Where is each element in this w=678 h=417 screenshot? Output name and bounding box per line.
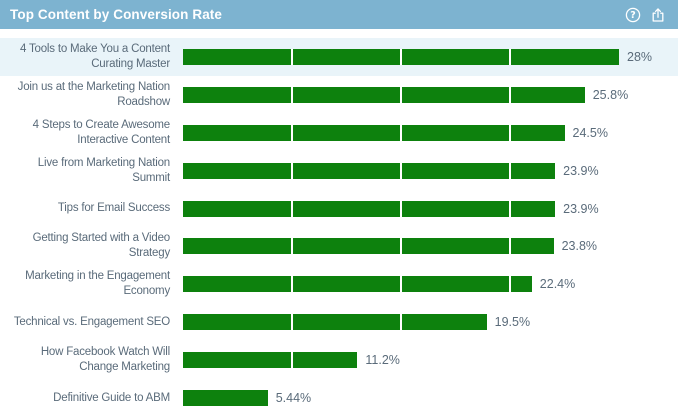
chart-row: How Facebook Watch Will Change Marketing… [0,341,678,379]
svg-text:?: ? [630,10,636,21]
bar-gridline [400,314,402,331]
bar[interactable] [183,390,268,407]
bar-gridline [509,86,511,103]
bar-gridline [509,48,511,65]
bar-track: 23.8% [183,238,678,255]
bar[interactable] [183,200,556,217]
category-label: Technical vs. Engagement SEO [13,315,170,328]
bar[interactable] [183,48,619,65]
value-label: 22.4% [539,277,576,292]
chart-row: Technical vs. Engagement SEO 19.5% [0,303,678,341]
bar-track: 5.44% [183,390,678,407]
header-icons: ? [625,7,666,23]
chart-row: 4 Steps to Create Awesome Interactive Co… [0,114,678,152]
category-label: Marketing in the Engagement Economy [25,270,170,298]
widget-title: Top Content by Conversion Rate [10,7,223,22]
value-label: 5.44% [275,391,312,406]
chart-row: Live from Marketing Nation Summit 23.9% [0,152,678,190]
chart-row: Marketing in the Engagement Economy 22.4… [0,265,678,303]
chart-row: Getting Started with a Video Strategy 23… [0,228,678,266]
bar-gridline [291,238,293,255]
chart-row: Join us at the Marketing Nation Roadshow… [0,76,678,114]
bar-track: 24.5% [183,124,678,141]
bar[interactable] [183,238,554,255]
widget-header: Top Content by Conversion Rate ? [0,0,678,29]
value-label: 19.5% [494,315,531,330]
bar-chart: 4 Tools to Make You a Content Curating M… [0,29,678,417]
bar-gridline [291,352,293,369]
category-label: Live from Marketing Nation Summit [37,156,170,184]
bar-gridline [291,124,293,141]
bar-gridline [291,314,293,331]
bar[interactable] [183,124,565,141]
bar-track: 22.4% [183,276,678,293]
bar-gridline [509,200,511,217]
bar-track: 19.5% [183,314,678,331]
bar-track: 28% [183,48,678,65]
value-label: 25.8% [592,87,629,102]
bar-gridline [400,162,402,179]
bar[interactable] [183,352,358,369]
category-label: Tips for Email Success [57,201,170,214]
help-button[interactable]: ? [625,7,641,23]
bar[interactable] [183,162,556,179]
export-icon [650,7,666,23]
bar-gridline [400,86,402,103]
category-label: How Facebook Watch Will Change Marketing [40,346,170,374]
value-label: 23.8% [561,239,598,254]
bar-gridline [509,162,511,179]
category-label: 4 Tools to Make You a Content Curating M… [20,42,170,70]
value-label: 23.9% [563,163,599,178]
bar-gridline [291,48,293,65]
bar-track: 25.8% [183,86,678,103]
chart-row: 4 Tools to Make You a Content Curating M… [0,38,678,76]
bar-gridline [400,48,402,65]
bar-gridline [291,200,293,217]
bar-gridline [400,276,402,293]
bar[interactable] [183,86,585,103]
category-label: Join us at the Marketing Nation Roadshow [17,80,171,108]
value-label: 28% [627,49,653,64]
bar-gridline [509,124,511,141]
bar-gridline [509,238,511,255]
bar-gridline [400,124,402,141]
value-label: 23.9% [563,201,599,216]
bar[interactable] [183,276,532,293]
bar-gridline [400,200,402,217]
bar-gridline [291,162,293,179]
bar-track: 11.2% [183,352,678,369]
bar-gridline [400,238,402,255]
value-label: 11.2% [365,353,400,368]
bar-track: 23.9% [183,200,678,217]
bar[interactable] [183,314,487,331]
chart-row: Definitive Guide to ABM 5.44% [0,379,678,417]
bar-gridline [291,86,293,103]
help-icon: ? [625,7,641,23]
category-label: Definitive Guide to ABM [53,391,170,404]
bar-gridline [509,276,511,293]
export-button[interactable] [650,7,666,23]
bar-gridline [291,276,293,293]
value-label: 24.5% [572,125,608,140]
bar-track: 23.9% [183,162,678,179]
category-label: Getting Started with a Video Strategy [32,232,171,260]
chart-row: Tips for Email Success 23.9% [0,190,678,228]
category-label: 4 Steps to Create Awesome Interactive Co… [32,118,171,146]
